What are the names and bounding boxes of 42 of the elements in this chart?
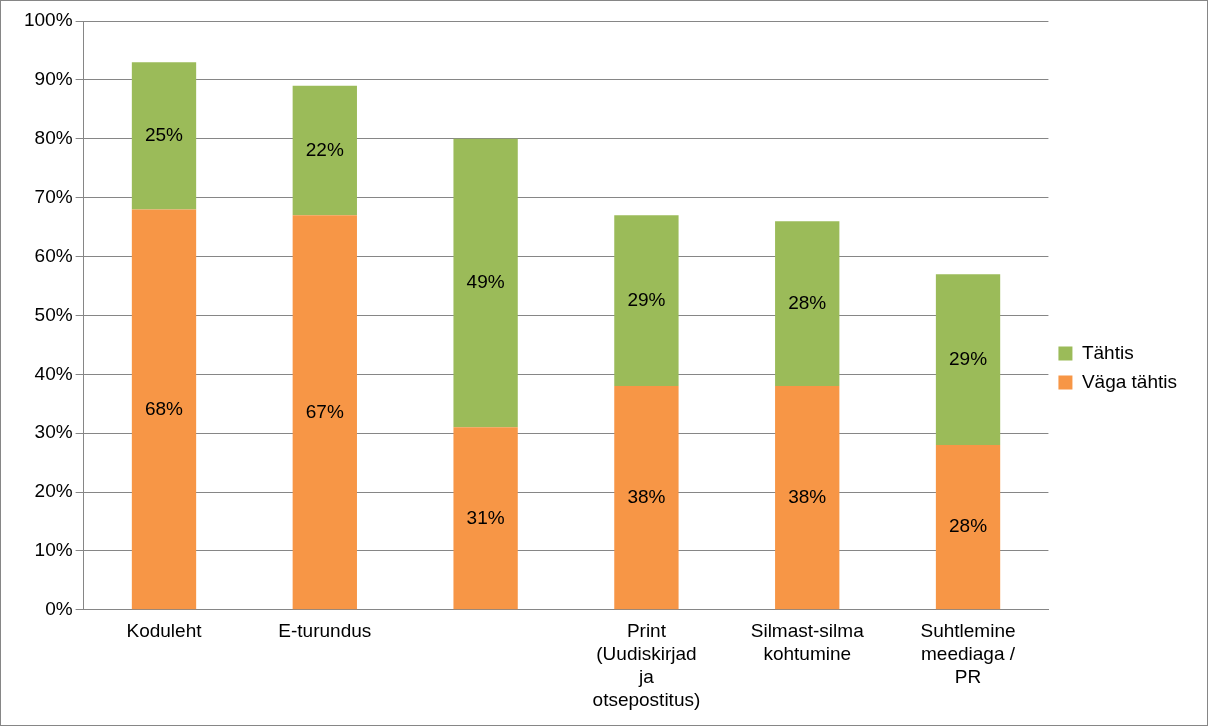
bar: [292, 85, 357, 216]
data-label: 49%: [466, 271, 505, 293]
bar: [935, 444, 1001, 610]
legend-label: Tähtis: [1081, 341, 1134, 363]
bar: [935, 274, 1001, 445]
bar: [453, 138, 518, 428]
data-label: 38%: [788, 485, 827, 507]
y-tick-label: 40%: [34, 362, 73, 384]
data-label: 67%: [305, 400, 344, 422]
data-label: 29%: [627, 288, 666, 310]
y-tick-label: 100%: [23, 9, 73, 31]
y-tick-label: 60%: [34, 244, 73, 266]
bar: [292, 215, 357, 610]
data-label: 29%: [949, 347, 988, 369]
y-tick-label: 70%: [34, 185, 73, 207]
y-tick-label: 80%: [34, 126, 73, 148]
bar: [614, 386, 679, 610]
bar: [614, 215, 679, 387]
bar: [131, 209, 197, 610]
data-label: 38%: [627, 485, 666, 507]
data-label: 22%: [305, 138, 344, 160]
y-tick-label: 30%: [34, 421, 73, 443]
data-label: 28%: [788, 291, 827, 313]
bar: [131, 62, 197, 210]
x-tick-label: Print (Uudiskirjad ja otsepostitus): [592, 620, 701, 710]
legend-label: Väga tähtis: [1081, 370, 1178, 392]
x-tick-label: E-turundus: [278, 620, 372, 642]
x-tick-label: Silmast-silma kohtumine: [750, 620, 865, 665]
y-tick-label: 0%: [45, 598, 73, 620]
x-tick-label: Koduleht: [126, 620, 203, 642]
y-tick-label: 20%: [34, 480, 73, 502]
data-label: 28%: [949, 515, 988, 537]
data-label: 31%: [466, 506, 505, 528]
data-label: 68%: [144, 397, 184, 419]
y-tick-label: 10%: [34, 539, 73, 561]
y-tick-label: 90%: [34, 68, 73, 90]
bar: [453, 427, 518, 610]
y-tick-label: 50%: [34, 303, 73, 325]
bar: [775, 386, 840, 610]
data-label: 25%: [144, 124, 184, 146]
x-tick-label: Suhtlemine meediaga / PR: [920, 620, 1016, 688]
bar: [775, 221, 840, 387]
